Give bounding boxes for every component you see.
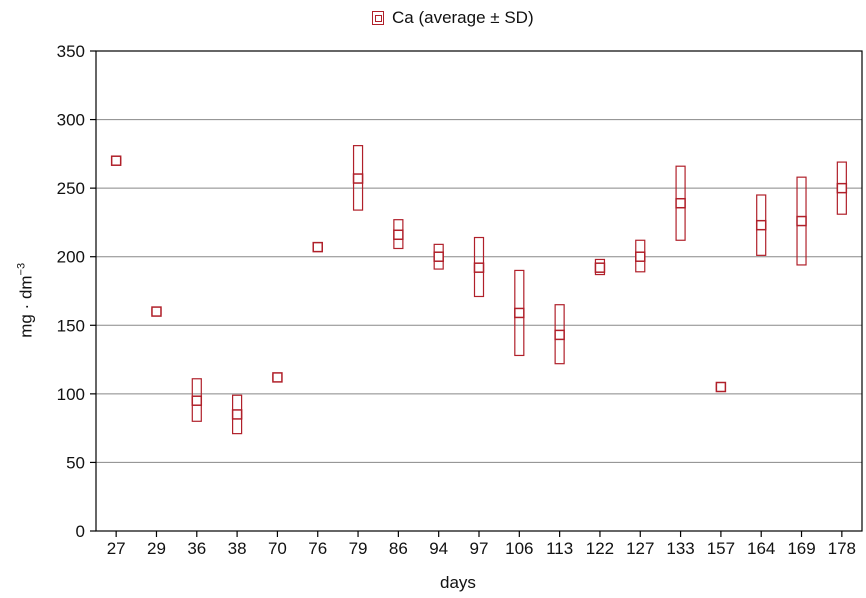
mean-point [433,251,444,262]
x-tick-label: 113 [546,539,573,558]
x-tick-label: 70 [268,539,287,558]
x-tick-label: 94 [429,539,448,558]
x-tick-label: 164 [747,539,775,558]
x-tick-label: 169 [787,539,815,558]
y-tick-label: 150 [57,316,85,335]
mean-point [514,307,525,319]
gridlines [96,119,862,463]
x-tick-label: 86 [389,539,408,558]
y-tick-label: 300 [57,111,85,130]
mean-point [191,395,203,406]
mean-point [715,381,727,393]
mean-point [151,306,162,317]
x-tick-label: 38 [228,539,247,558]
y-axis-label-base: mg · dm [16,275,36,338]
x-axis-label: days [440,573,476,592]
mean-point [796,215,807,227]
x-tick-label: 157 [707,539,735,558]
y-tick-label: 50 [66,453,85,472]
data-series-ca [110,145,848,435]
mean-point [393,229,404,241]
y-tick-label: 350 [57,42,85,61]
x-tick-label: 29 [147,539,166,558]
x-axis: 27 29 36 38 70 76 79 86 94 97 106 113 122 127 133 157 16… [107,531,856,558]
y-tick-label: 0 [76,522,85,541]
y-axis-label-exponent: −3 [15,262,28,276]
y-tick-label: 250 [57,179,85,198]
x-tick-label: 36 [187,539,206,558]
x-tick-label: 133 [666,539,694,558]
x-tick-label: 127 [626,539,654,558]
x-tick-label: 97 [470,539,489,558]
mean-point [755,219,767,231]
mean-point [473,262,485,273]
plot-frame [95,50,863,532]
mean-point [594,262,606,273]
mean-point [675,197,686,209]
mean-point [312,241,323,253]
x-tick-label: 122 [586,539,614,558]
mean-point [272,372,283,383]
mean-point [836,182,848,194]
x-tick-label: 178 [828,539,856,558]
mean-point [635,251,646,262]
x-tick-label: 79 [349,539,368,558]
mean-point [554,329,565,341]
y-axis: 0 50 100 150 200 250 300 350 [57,42,96,541]
legend: Ca (average ± SD) [372,6,534,30]
x-tick-label: 27 [107,539,126,558]
x-tick-label: 106 [505,539,533,558]
legend-marker-icon [372,11,384,25]
y-tick-label: 100 [57,385,85,404]
legend-label: Ca (average ± SD) [392,8,534,27]
mean-point [231,409,243,420]
x-tick-label: 76 [308,539,327,558]
mean-point [352,173,364,184]
y-axis-label: mg · dm−3 [6,263,46,338]
mean-point [110,155,122,166]
y-tick-label: 200 [57,248,85,267]
